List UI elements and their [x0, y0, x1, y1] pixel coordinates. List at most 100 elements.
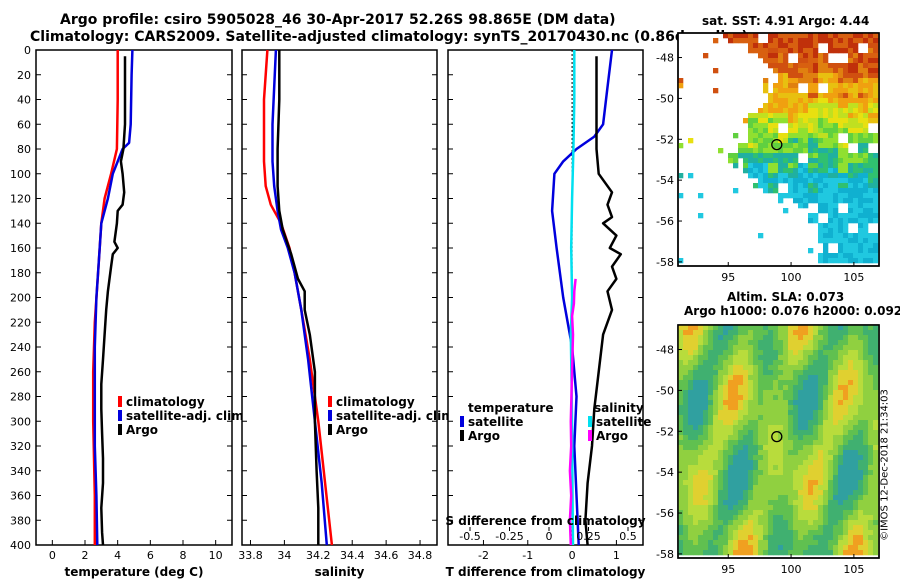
sst-map-xtick-label: 100	[781, 271, 802, 284]
legend-label-1: climatology	[126, 395, 205, 409]
panel-2-xtick-label: 34.2	[306, 549, 331, 562]
depth-tick-label: 400	[10, 539, 31, 552]
sla-map-ytick-label: -52	[656, 425, 674, 438]
panel-3-series-temperature-argo	[584, 56, 623, 546]
legend-label-1: climatology	[336, 395, 415, 409]
panel-1-xlabel: temperature (deg C)	[65, 565, 204, 579]
header-line-1: Argo profile: csiro 5905028_46 30-Apr-20…	[60, 12, 616, 28]
depth-tick-label: 40	[17, 94, 31, 107]
panel-3-series-temperature-satellite	[550, 49, 614, 546]
sla-map-ytick-label: -58	[656, 548, 674, 561]
depth-tick-label: 0	[24, 44, 31, 57]
sla-map-xtick-label: 95	[721, 563, 735, 576]
depth-tick-label: 240	[10, 341, 31, 354]
diff-legend-label-4: Argo	[596, 429, 628, 443]
legend-swatch-1	[328, 396, 332, 407]
sla-map-argo-marker	[771, 430, 783, 443]
secondary-xtick-label: 0	[546, 530, 553, 543]
panel-1-series-satellite-adj-clim-	[93, 49, 134, 546]
panel-1-xtick-label: 10	[209, 549, 223, 562]
sst-map-border	[677, 32, 880, 267]
panel-2-xtick-label: 33.8	[238, 549, 263, 562]
legend-swatch-3	[328, 424, 332, 435]
depth-tick-label: 300	[10, 415, 31, 428]
diff-legend-label-1: satellite	[468, 415, 523, 429]
depth-tick-label: 80	[17, 143, 31, 156]
panel-1-xtick-label: 4	[114, 549, 121, 562]
panel-2-xtick-label: 34	[277, 549, 291, 562]
legend-temperature-title: temperature	[468, 401, 553, 415]
panel-3-xtick-label: -2	[478, 549, 489, 562]
sst-map-xtick-label: 105	[843, 271, 864, 284]
secondary-xtick-label: 0.25	[576, 530, 601, 543]
sla-map-ytick-label: -50	[656, 384, 674, 397]
panel-1-xtick-label: 8	[180, 549, 187, 562]
legend-swatch-3	[118, 424, 122, 435]
legend-swatch-2	[118, 410, 122, 421]
depth-tick-label: 260	[10, 366, 31, 379]
sst-map-xtick-label: 95	[721, 271, 735, 284]
depth-tick-label: 60	[17, 118, 31, 131]
panel-2-xlabel: salinity	[315, 565, 365, 579]
sla-map-title: Altim. SLA: 0.073	[727, 290, 845, 304]
depth-tick-label: 280	[10, 391, 31, 404]
sst-map-ytick-label: -52	[656, 133, 674, 146]
sla-map-subtitle: Argo h1000: 0.076 h2000: 0.092	[684, 304, 900, 318]
secondary-xtick-label: 0.5	[619, 530, 637, 543]
sla-map-field	[678, 325, 879, 556]
panel-3-series-salinity-argo	[568, 278, 577, 546]
legend-swatch-1	[118, 396, 122, 407]
depth-tick-label: 160	[10, 242, 31, 255]
diff-legend-label-3: satellite	[596, 415, 651, 429]
sst-map-ytick-label: -50	[656, 92, 674, 105]
sst-map-ytick-label: -54	[656, 174, 674, 187]
sla-map-ytick-label: -54	[656, 466, 674, 479]
diff-legend-label-2: Argo	[468, 429, 500, 443]
panel-1-xtick-label: 6	[147, 549, 154, 562]
sst-map-field	[678, 33, 879, 264]
depth-tick-label: 120	[10, 193, 31, 206]
panel-1-xtick-label: 0	[49, 549, 56, 562]
sst-map-ytick-label: -48	[656, 52, 674, 65]
sst-map-title: sat. SST: 4.91 Argo: 4.44	[702, 14, 870, 28]
depth-tick-label: 20	[17, 69, 31, 82]
depth-tick-label: 360	[10, 490, 31, 503]
panel-3-xtick-label: 0	[569, 549, 576, 562]
sla-map-ytick-label: -48	[656, 344, 674, 357]
depth-tick-label: 220	[10, 316, 31, 329]
depth-tick-label: 100	[10, 168, 31, 181]
sla-map-xtick-label: 105	[843, 563, 864, 576]
panel-2-frame	[241, 49, 438, 546]
depth-tick-label: 380	[10, 514, 31, 527]
depth-tick-label: 140	[10, 217, 31, 230]
sst-map-ytick-label: -56	[656, 215, 674, 228]
panel-2-xtick-label: 34.8	[408, 549, 433, 562]
header-line-2: Climatology: CARS2009. Satellite-adjuste…	[30, 29, 748, 45]
legend-label-2: satellite-adj. clim.	[126, 409, 248, 423]
secondary-xtick-label: -0.5	[459, 530, 480, 543]
panel-3-frame	[447, 49, 644, 546]
diff-legend-swatch-2	[460, 430, 464, 441]
panel-2-xtick-label: 34.6	[374, 549, 399, 562]
legend-label-2: satellite-adj. clim.	[336, 409, 458, 423]
panel-1-xtick-label: 2	[82, 549, 89, 562]
depth-tick-label: 320	[10, 440, 31, 453]
panel-3-series-salinity-satellite	[569, 50, 576, 546]
depth-tick-label: 180	[10, 267, 31, 280]
legend-label-3: Argo	[336, 423, 368, 437]
panel-1-frame	[35, 49, 233, 546]
diff-legend-swatch-3	[588, 416, 592, 427]
panel-3-xtick-label: 1	[613, 549, 620, 562]
legend-swatch-2	[328, 410, 332, 421]
depth-tick-label: 340	[10, 465, 31, 478]
depth-tick-label: 200	[10, 292, 31, 305]
diff-legend-swatch-4	[588, 430, 592, 441]
sst-map-argo-marker	[771, 138, 783, 151]
legend-salinity-title: salinity	[594, 401, 644, 415]
diff-legend-swatch-1	[460, 416, 464, 427]
panel-1-series-argo	[100, 56, 127, 546]
sla-map-border	[677, 324, 880, 559]
sla-map-ytick-label: -56	[656, 507, 674, 520]
panel-3-xlabel: T difference from climatology	[446, 565, 646, 579]
